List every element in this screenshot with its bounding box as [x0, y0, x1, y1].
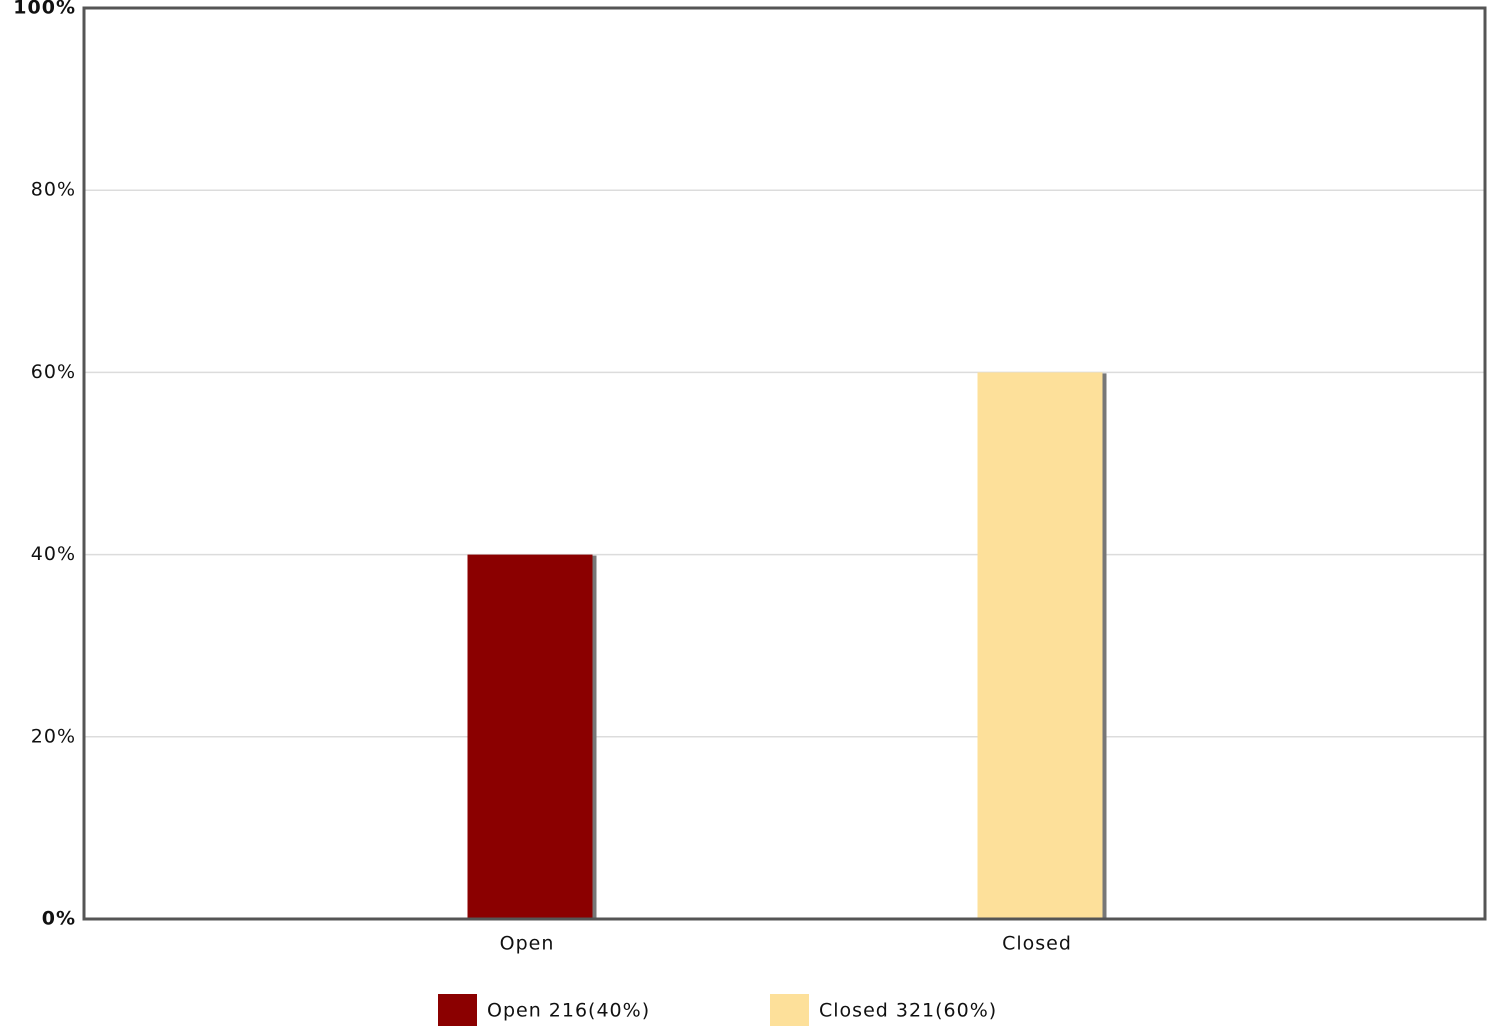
- x-tick-label: Closed: [1002, 933, 1072, 955]
- y-tick-label: 80%: [31, 179, 76, 201]
- plot-border: [82, 6, 1487, 921]
- bar: [467, 554, 593, 919]
- y-tick-label: 60%: [31, 361, 76, 383]
- legend-swatch: [438, 994, 477, 1026]
- legend-label: Closed 321(60%): [819, 1000, 997, 1022]
- y-tick-label: 40%: [31, 543, 76, 565]
- y-tick-label: 100%: [13, 0, 76, 19]
- y-tick-label: 20%: [31, 725, 76, 747]
- legend-swatch: [770, 994, 809, 1026]
- bar: [977, 372, 1103, 919]
- y-tick-label: 0%: [42, 908, 76, 930]
- bar-shadow: [1100, 373, 1107, 919]
- bar-shadow: [590, 555, 597, 919]
- legend-label: Open 216(40%): [487, 1000, 650, 1022]
- x-tick-label: Open: [500, 933, 555, 955]
